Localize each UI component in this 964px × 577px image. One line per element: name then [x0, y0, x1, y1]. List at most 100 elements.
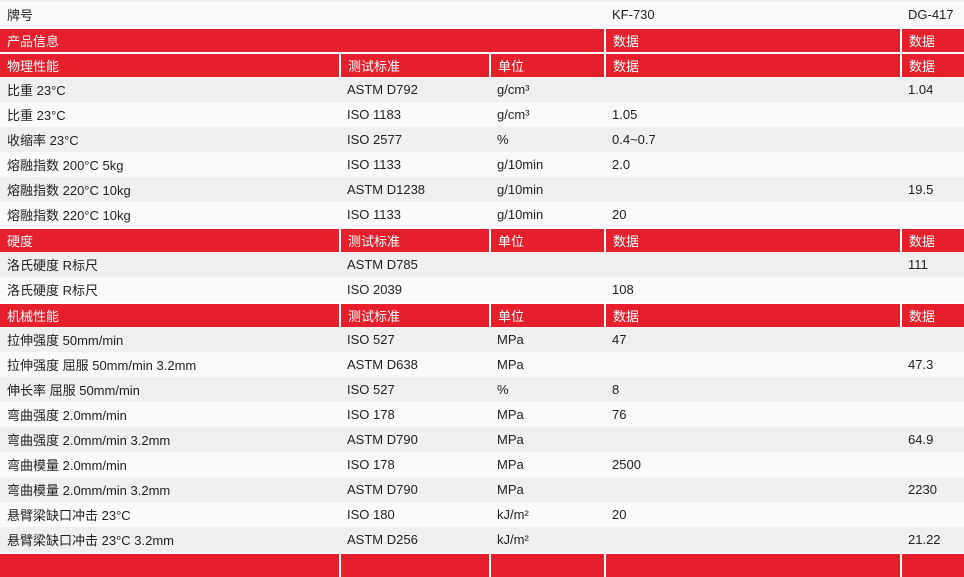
test-standard: ASTM D1238 — [340, 177, 490, 202]
column-header: 测试标准 — [339, 302, 490, 327]
value-grade-2: 111 — [901, 252, 964, 277]
property: 熔融指数 220°C 10kg — [0, 202, 340, 228]
property: 弯曲强度 2.0mm/min — [0, 402, 340, 427]
column-header — [900, 552, 964, 577]
unit: MPa — [490, 427, 605, 452]
value-grade-1 — [605, 427, 901, 452]
table-row: 弯曲模量 2.0mm/min 3.2mm ASTM D790 MPa 2230 — [0, 477, 964, 502]
data-header: 数据 — [900, 27, 964, 53]
column-header: 数据 — [604, 227, 901, 252]
table-row: 比重 23°C ASTM D792 g/cm³ 1.04 — [0, 77, 964, 102]
value-grade-2 — [901, 127, 964, 152]
property: 弯曲模量 2.0mm/min 3.2mm — [0, 477, 340, 502]
unit: g/10min — [490, 202, 605, 228]
section-title: 物理性能 — [0, 52, 340, 77]
data-header: 数据 — [604, 27, 901, 53]
property: 悬臂梁缺口冲击 23°C — [0, 502, 340, 527]
value-grade-1 — [605, 352, 901, 377]
value-grade-2 — [901, 502, 964, 527]
column-header: 测试标准 — [339, 52, 490, 77]
unit: g/cm³ — [490, 102, 605, 127]
property: 收缩率 23°C — [0, 127, 340, 152]
test-standard: ASTM D792 — [340, 77, 490, 102]
column-header — [489, 552, 605, 577]
test-standard: ISO 180 — [340, 502, 490, 527]
test-standard: ISO 1183 — [340, 102, 490, 127]
unit: g/10min — [490, 152, 605, 177]
test-standard: ASTM D638 — [340, 352, 490, 377]
value-grade-2: 1.04 — [901, 77, 964, 102]
property: 悬臂梁缺口冲击 23°C 3.2mm — [0, 527, 340, 553]
table-row: 弯曲强度 2.0mm/min 3.2mm ASTM D790 MPa 64.9 — [0, 427, 964, 452]
table-row: 弯曲强度 2.0mm/min ISO 178 MPa 76 — [0, 402, 964, 427]
column-header: 数据 — [604, 52, 901, 77]
unit: % — [490, 127, 605, 152]
grade-row: 牌号 KF-730 DG-417 — [0, 1, 964, 28]
value-grade-2 — [901, 152, 964, 177]
product-info-label: 产品信息 — [0, 27, 605, 53]
table-row: 悬臂梁缺口冲击 23°C 3.2mm ASTM D256 kJ/m² 21.22 — [0, 527, 964, 553]
value-grade-1: 20 — [605, 502, 901, 527]
table-row: 熔融指数 220°C 10kg ISO 1133 g/10min 20 — [0, 202, 964, 228]
value-grade-1 — [605, 77, 901, 102]
value-grade-1: 0.4~0.7 — [605, 127, 901, 152]
property: 熔融指数 200°C 5kg — [0, 152, 340, 177]
unit — [490, 277, 605, 303]
column-header — [604, 552, 901, 577]
column-header — [0, 552, 340, 577]
value-grade-1: 108 — [605, 277, 901, 303]
column-header: 数据 — [900, 302, 964, 327]
unit: g/10min — [490, 177, 605, 202]
section-header: 物理性能 测试标准 单位 数据 数据 — [0, 52, 964, 77]
test-standard: ASTM D790 — [340, 427, 490, 452]
property: 比重 23°C — [0, 102, 340, 127]
unit: % — [490, 377, 605, 402]
value-grade-2: 21.22 — [901, 527, 964, 553]
property: 拉伸强度 50mm/min — [0, 327, 340, 352]
property: 弯曲模量 2.0mm/min — [0, 452, 340, 477]
section-title: 硬度 — [0, 227, 340, 252]
value-grade-2: 64.9 — [901, 427, 964, 452]
unit — [490, 252, 605, 277]
table-row: 悬臂梁缺口冲击 23°C ISO 180 kJ/m² 20 — [0, 502, 964, 527]
column-header: 数据 — [900, 227, 964, 252]
property: 伸长率 屈服 50mm/min — [0, 377, 340, 402]
column-header — [339, 552, 490, 577]
value-grade-2 — [901, 452, 964, 477]
next-section-header — [0, 552, 964, 577]
property: 洛氏硬度 R标尺 — [0, 252, 340, 277]
unit: kJ/m² — [490, 527, 605, 553]
table-row: 弯曲模量 2.0mm/min ISO 178 MPa 2500 — [0, 452, 964, 477]
value-grade-1 — [605, 177, 901, 202]
test-standard: ISO 1133 — [340, 202, 490, 228]
column-header: 单位 — [489, 227, 605, 252]
unit: MPa — [490, 477, 605, 502]
value-grade-1: 2500 — [605, 452, 901, 477]
table-row: 洛氏硬度 R标尺 ASTM D785 111 — [0, 252, 964, 277]
test-standard: ISO 2577 — [340, 127, 490, 152]
test-standard: ASTM D785 — [340, 252, 490, 277]
test-standard: ISO 527 — [340, 377, 490, 402]
section-header: 机械性能 测试标准 单位 数据 数据 — [0, 302, 964, 327]
table-row: 熔融指数 200°C 5kg ISO 1133 g/10min 2.0 — [0, 152, 964, 177]
value-grade-2 — [901, 202, 964, 228]
table-row: 拉伸强度 屈服 50mm/min 3.2mm ASTM D638 MPa 47.3 — [0, 352, 964, 377]
column-header: 单位 — [489, 302, 605, 327]
test-standard: ASTM D790 — [340, 477, 490, 502]
test-standard: ISO 2039 — [340, 277, 490, 303]
table-row: 熔融指数 220°C 10kg ASTM D1238 g/10min 19.5 — [0, 177, 964, 202]
value-grade-1: 20 — [605, 202, 901, 228]
grade-1: KF-730 — [605, 1, 901, 28]
unit: MPa — [490, 452, 605, 477]
product-info-row: 产品信息 数据 数据 — [0, 27, 964, 53]
grade-label: 牌号 — [0, 1, 340, 28]
value-grade-2 — [901, 402, 964, 427]
property: 熔融指数 220°C 10kg — [0, 177, 340, 202]
property: 洛氏硬度 R标尺 — [0, 277, 340, 303]
value-grade-1: 47 — [605, 327, 901, 352]
table-row: 拉伸强度 50mm/min ISO 527 MPa 47 — [0, 327, 964, 352]
unit: MPa — [490, 327, 605, 352]
value-grade-2: 47.3 — [901, 352, 964, 377]
column-header: 数据 — [604, 302, 901, 327]
